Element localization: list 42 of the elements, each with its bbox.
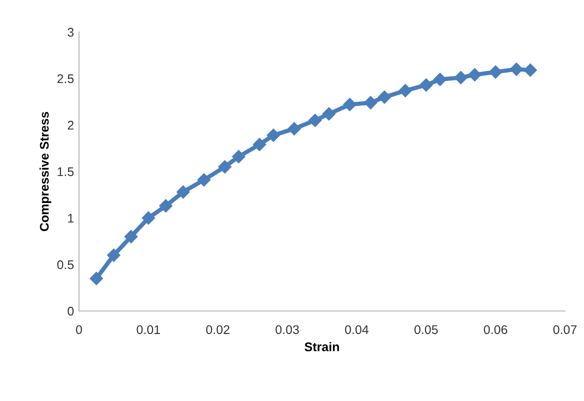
y-axis-title: Compressive Stress xyxy=(40,112,52,232)
x-tick-label: 0.05 xyxy=(414,325,438,334)
point xyxy=(454,70,468,84)
x-tick-label: 0.06 xyxy=(484,325,508,334)
point xyxy=(197,173,211,186)
point xyxy=(90,272,103,286)
point xyxy=(266,128,280,142)
point xyxy=(378,90,392,104)
point xyxy=(288,122,301,136)
y-tick-label: 2 xyxy=(68,120,74,130)
point xyxy=(488,65,502,79)
point xyxy=(124,230,138,244)
point xyxy=(398,84,412,98)
x-tick-label: 0.02 xyxy=(206,325,230,334)
x-tick-label: 0.03 xyxy=(276,325,299,334)
y-tick-label: 3 xyxy=(68,28,74,37)
point xyxy=(364,96,378,110)
point xyxy=(142,211,156,225)
y-tick-label: 0.5 xyxy=(57,260,74,270)
y-tick-label: 1.5 xyxy=(58,167,74,176)
point xyxy=(107,248,120,262)
point xyxy=(524,64,537,77)
x-tick-label: 0.07 xyxy=(553,325,577,334)
point xyxy=(308,114,322,127)
x-tick-label: 0.04 xyxy=(345,325,369,334)
point xyxy=(420,78,433,92)
point xyxy=(218,160,232,174)
point xyxy=(433,72,447,86)
x-axis-title: Strain xyxy=(304,342,339,352)
point xyxy=(176,185,190,199)
x-tick-label: 0.01 xyxy=(136,325,160,334)
point xyxy=(343,98,356,112)
point xyxy=(252,138,266,152)
y-tick-label: 1 xyxy=(68,214,74,223)
point xyxy=(232,150,246,164)
point xyxy=(468,68,482,82)
point xyxy=(510,62,523,76)
y-tick-label: 0 xyxy=(68,306,74,316)
point xyxy=(159,199,172,212)
point xyxy=(322,107,336,120)
y-tick-label: 2.5 xyxy=(57,74,74,84)
x-tick-label: 0 xyxy=(76,325,82,334)
